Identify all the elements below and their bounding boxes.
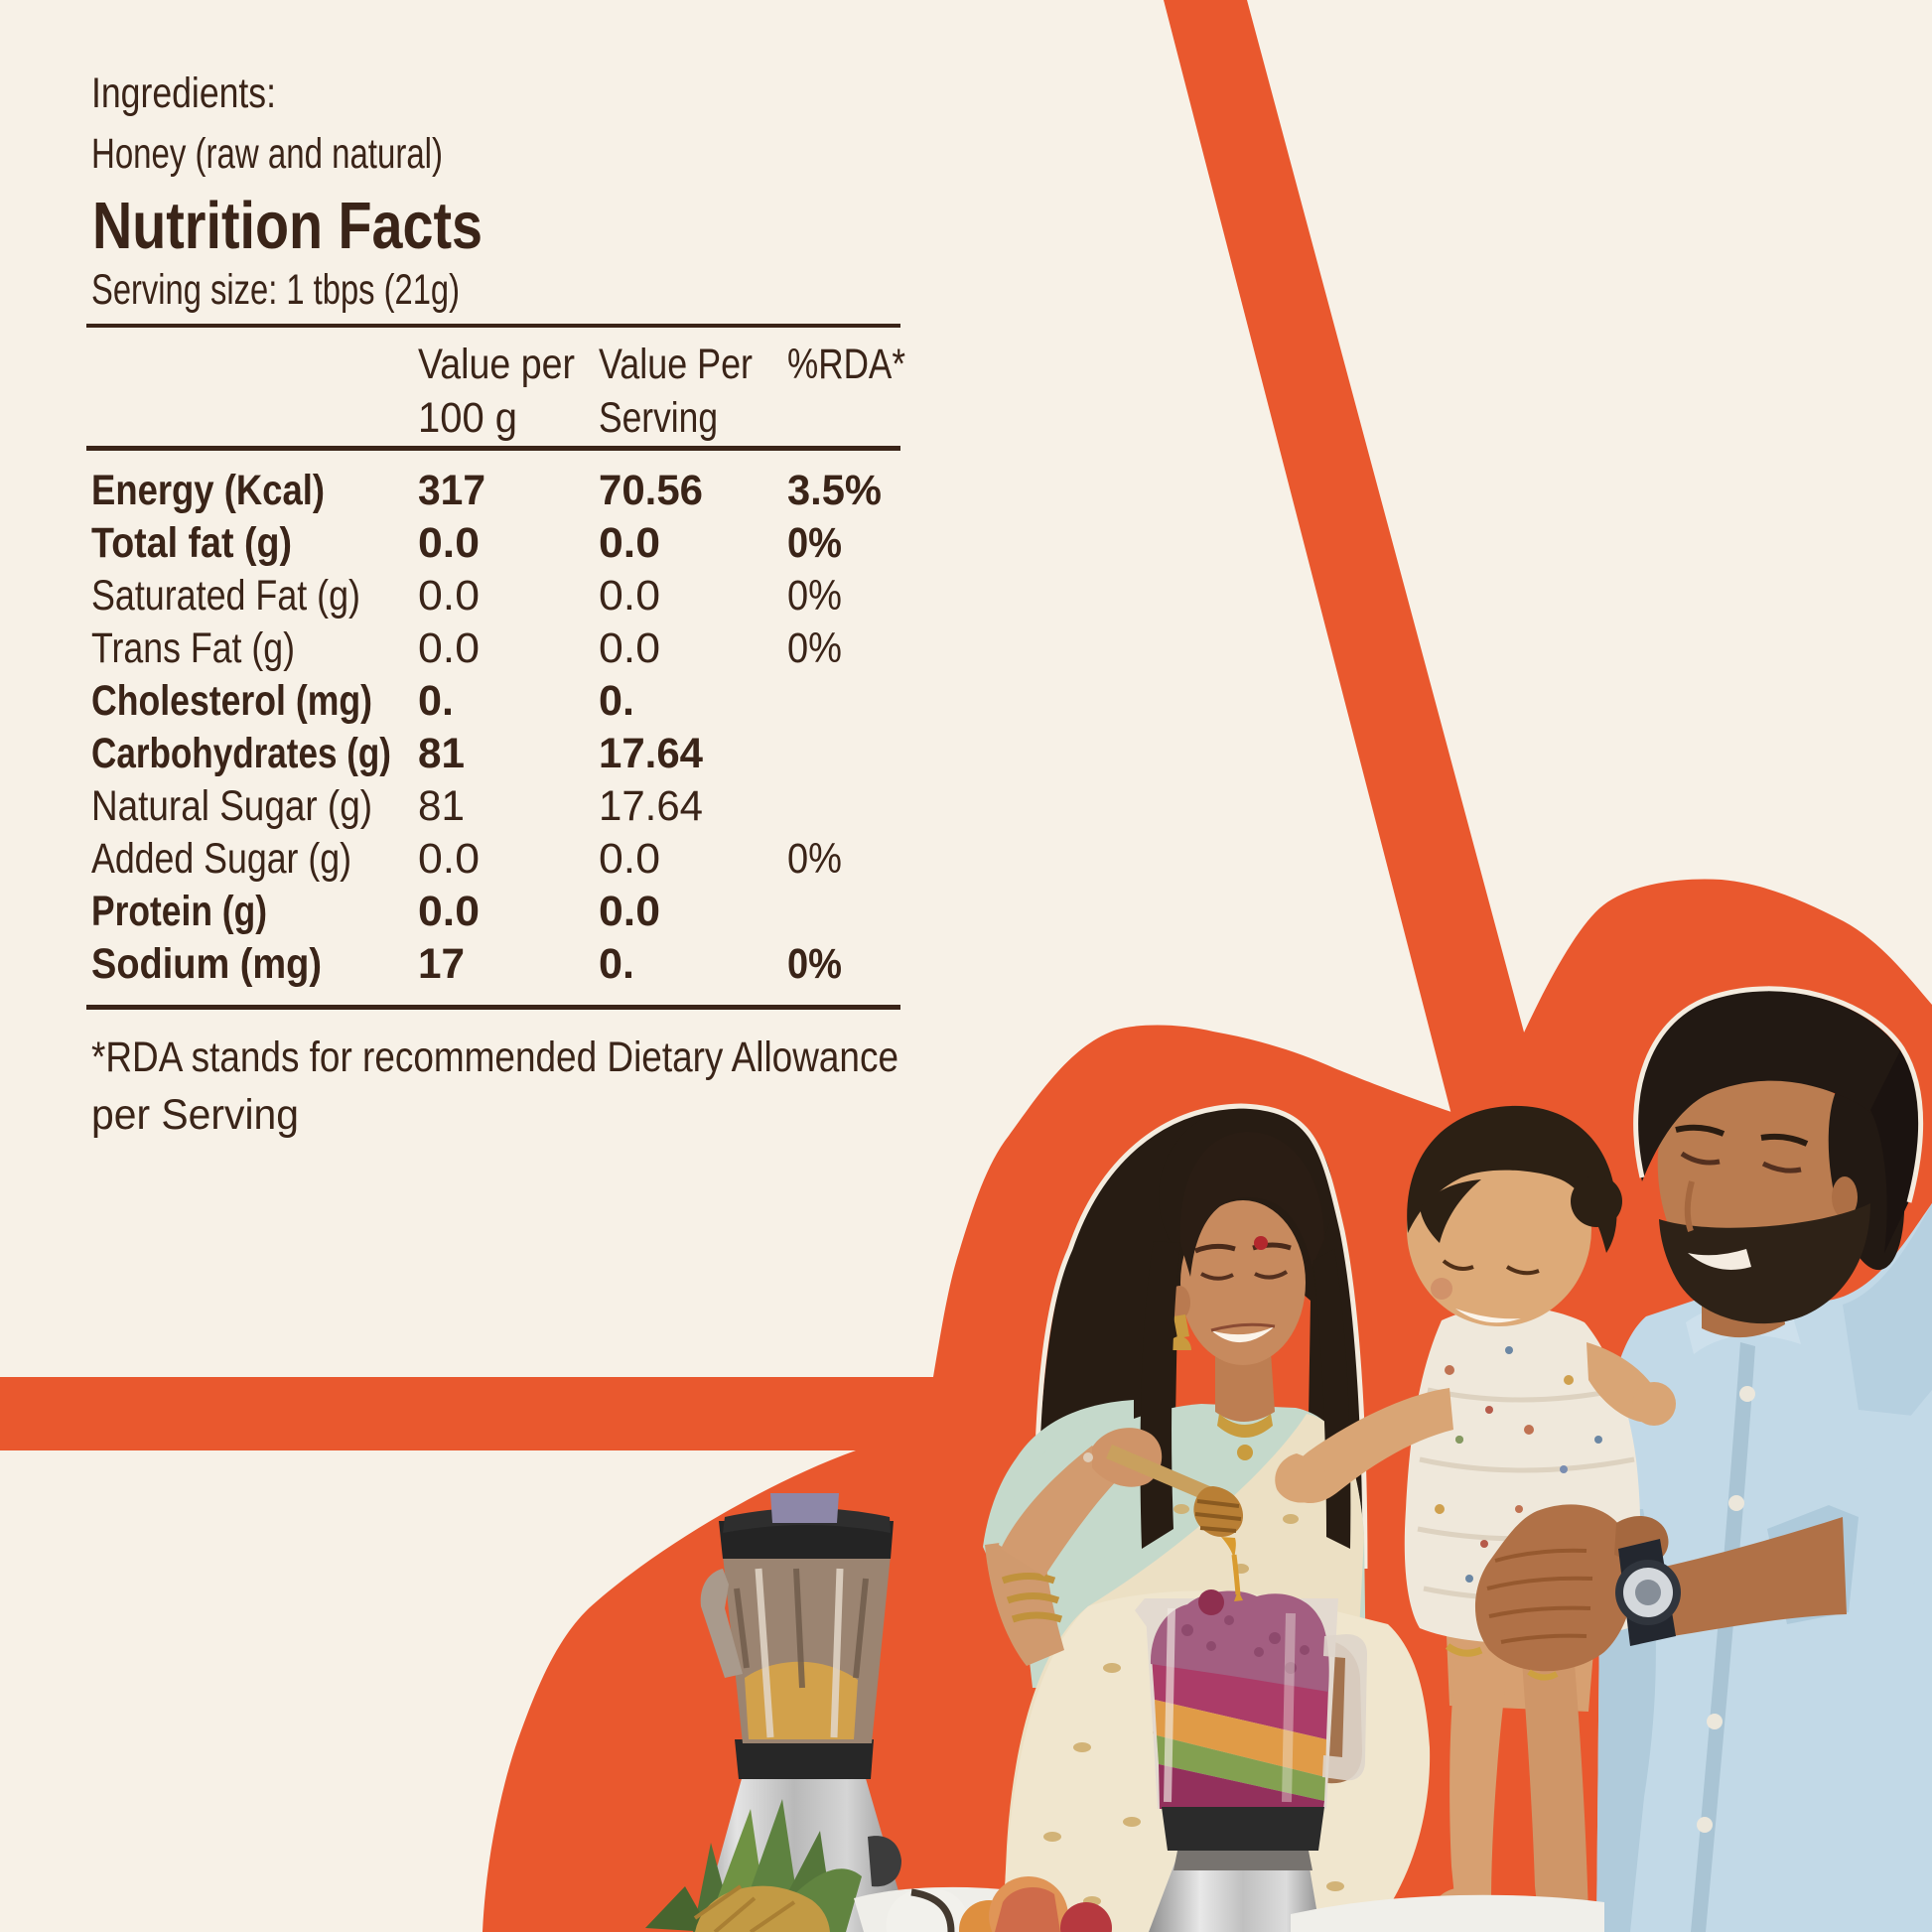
svg-text:*RDA stands for recommended Di: *RDA stands for recommended Dietary Allo… xyxy=(91,1034,898,1081)
svg-text:Natural Sugar (g): Natural Sugar (g) xyxy=(91,782,372,830)
svg-text:0.0: 0.0 xyxy=(599,572,660,620)
svg-text:3.5%: 3.5% xyxy=(787,467,882,514)
svg-text:0.0: 0.0 xyxy=(599,519,660,567)
svg-text:0%: 0% xyxy=(787,572,842,620)
svg-text:0.: 0. xyxy=(599,940,634,988)
svg-text:Value per: Value per xyxy=(418,341,575,388)
svg-text:Energy (Kcal): Energy (Kcal) xyxy=(91,467,325,514)
svg-text:81: 81 xyxy=(418,730,465,777)
svg-text:81: 81 xyxy=(418,782,465,830)
svg-text:0.0: 0.0 xyxy=(418,519,480,567)
svg-text:per Serving: per Serving xyxy=(91,1091,299,1139)
svg-text:Serving size: 1 tbps (21g): Serving size: 1 tbps (21g) xyxy=(91,266,460,314)
svg-text:Honey (raw and natural): Honey (raw and natural) xyxy=(91,130,443,178)
svg-text:Carbohydrates (g): Carbohydrates (g) xyxy=(91,730,391,777)
svg-text:Protein (g): Protein (g) xyxy=(91,888,267,935)
svg-text:0%: 0% xyxy=(787,835,842,883)
svg-text:0.: 0. xyxy=(418,677,454,725)
svg-text:0.0: 0.0 xyxy=(418,888,480,935)
svg-text:Added Sugar (g): Added Sugar (g) xyxy=(91,835,351,883)
svg-text:%RDA*: %RDA* xyxy=(787,341,905,388)
svg-text:Ingredients:: Ingredients: xyxy=(91,69,276,117)
svg-text:70.56: 70.56 xyxy=(599,467,703,514)
svg-text:Nutrition Facts: Nutrition Facts xyxy=(92,189,483,263)
svg-text:0.0: 0.0 xyxy=(418,572,480,620)
svg-text:0.0: 0.0 xyxy=(599,888,660,935)
svg-text:Serving: Serving xyxy=(599,394,718,442)
svg-text:Value Per: Value Per xyxy=(599,341,753,388)
svg-text:Cholesterol (mg): Cholesterol (mg) xyxy=(91,677,372,725)
svg-text:0.0: 0.0 xyxy=(599,624,660,672)
svg-text:Trans Fat (g): Trans Fat (g) xyxy=(91,624,295,672)
svg-text:0.0: 0.0 xyxy=(418,624,480,672)
svg-text:0%: 0% xyxy=(787,519,842,567)
svg-text:0.: 0. xyxy=(599,677,634,725)
svg-text:Saturated Fat (g): Saturated Fat (g) xyxy=(91,572,360,620)
svg-text:317: 317 xyxy=(418,467,485,514)
svg-text:100 g: 100 g xyxy=(418,394,517,442)
svg-text:17: 17 xyxy=(418,940,465,988)
svg-text:17.64: 17.64 xyxy=(599,730,703,777)
svg-text:17.64: 17.64 xyxy=(599,782,703,830)
svg-text:0.0: 0.0 xyxy=(418,835,480,883)
svg-text:0.0: 0.0 xyxy=(599,835,660,883)
svg-text:Sodium (mg): Sodium (mg) xyxy=(91,940,322,988)
svg-text:Total fat (g): Total fat (g) xyxy=(91,519,292,567)
svg-text:0%: 0% xyxy=(787,940,842,988)
svg-text:0%: 0% xyxy=(787,624,842,672)
